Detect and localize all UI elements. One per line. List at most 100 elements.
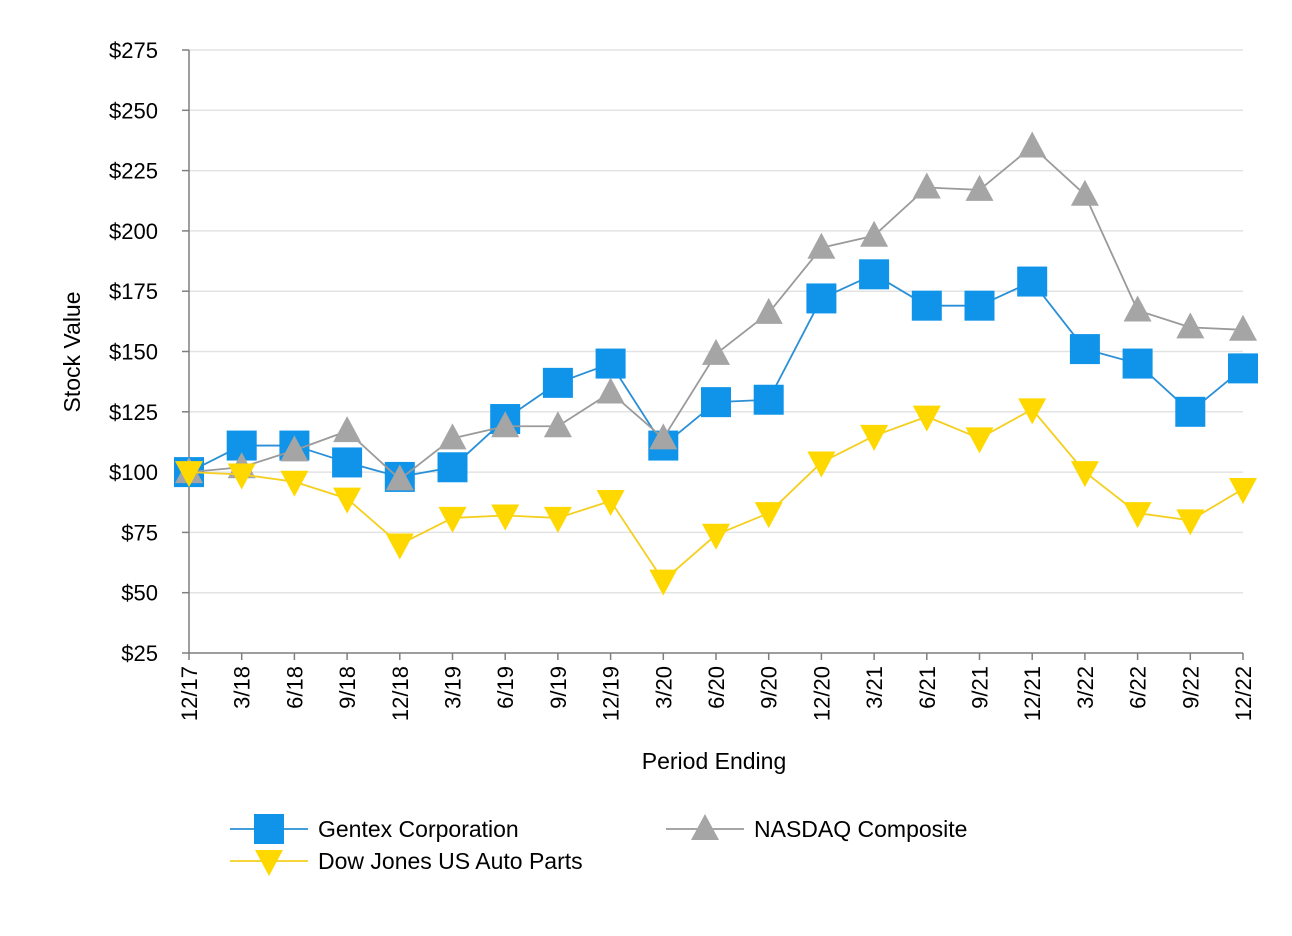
data-point-dow-jones-auto-parts: [702, 523, 730, 550]
y-tick-label: $150: [109, 340, 158, 365]
series-gentex: [174, 259, 1258, 492]
data-point-dow-jones-auto-parts: [649, 569, 678, 596]
data-point-dow-jones-auto-parts: [1176, 509, 1205, 536]
x-tick-label: 3/21: [862, 666, 887, 709]
x-tick-label: 6/22: [1126, 666, 1151, 709]
data-point-gentex: [859, 259, 890, 290]
series-dow-jones-auto-parts: [175, 398, 1257, 596]
data-point-nasdaq: [491, 411, 520, 438]
data-point-dow-jones-auto-parts: [1070, 461, 1099, 488]
y-tick-label: $200: [109, 219, 158, 244]
data-point-gentex: [595, 348, 626, 379]
x-tick-label: 12/17: [177, 666, 202, 721]
data-point-nasdaq: [702, 338, 730, 365]
legend-label: NASDAQ Composite: [754, 816, 967, 842]
series-group: [174, 131, 1258, 596]
data-point-dow-jones-auto-parts: [280, 470, 309, 497]
legend-label: Dow Jones US Auto Parts: [318, 848, 583, 874]
data-point-dow-jones-auto-parts: [965, 427, 994, 454]
x-tick-label: 6/20: [704, 666, 729, 709]
data-point-dow-jones-auto-parts: [227, 463, 256, 490]
legend-marker: [691, 814, 719, 840]
data-point-dow-jones-auto-parts: [491, 504, 520, 531]
data-point-dow-jones-auto-parts: [1123, 502, 1152, 529]
data-point-nasdaq: [1070, 179, 1099, 206]
x-tick-label: 9/22: [1178, 666, 1203, 709]
data-point-dow-jones-auto-parts: [596, 490, 625, 517]
x-tick-label: 3/18: [230, 666, 255, 709]
data-point-gentex: [332, 447, 363, 478]
legend-item-dow-jones-auto-parts: Dow Jones US Auto Parts: [230, 848, 583, 876]
x-tick-label: 12/19: [599, 666, 624, 721]
data-point-gentex: [1175, 396, 1206, 427]
x-tick-label: 9/20: [757, 666, 782, 709]
x-tick-label: 9/19: [546, 666, 571, 709]
data-point-dow-jones-auto-parts: [912, 405, 941, 432]
data-point-dow-jones-auto-parts: [860, 424, 889, 451]
x-axis-title: Period Ending: [642, 748, 787, 774]
y-tick-label: $275: [109, 38, 158, 63]
y-tick-label: $175: [109, 279, 158, 304]
data-point-gentex: [701, 387, 731, 418]
data-point-dow-jones-auto-parts: [438, 506, 467, 533]
y-tick-label: $250: [109, 98, 158, 123]
y-tick-label: $100: [109, 460, 158, 485]
data-point-nasdaq: [860, 220, 889, 247]
data-point-nasdaq: [649, 423, 678, 450]
data-point-gentex: [911, 290, 942, 321]
data-point-dow-jones-auto-parts: [175, 461, 203, 488]
data-point-nasdaq: [965, 174, 994, 201]
data-point-nasdaq: [438, 423, 467, 450]
y-tick-label: $50: [121, 581, 158, 606]
legend-marker: [254, 814, 284, 844]
data-point-nasdaq: [596, 377, 625, 404]
data-point-nasdaq: [280, 435, 309, 462]
legend-item-nasdaq: NASDAQ Composite: [666, 814, 967, 842]
y-tick-label: $75: [121, 520, 158, 545]
data-point-nasdaq: [1123, 295, 1152, 322]
x-tick-label: 12/21: [1020, 666, 1045, 721]
data-point-gentex: [806, 283, 837, 314]
data-point-gentex: [964, 290, 995, 321]
tick-labels: $25 $50 $75 $100 $125 $150 $175 $200 $225 $250 $27…: [109, 38, 1256, 721]
data-point-nasdaq: [754, 297, 783, 324]
data-point-gentex: [542, 367, 573, 398]
data-point-dow-jones-auto-parts: [385, 533, 414, 560]
y-tick-label: $25: [121, 641, 158, 666]
y-tick-label: $125: [109, 400, 158, 425]
x-tick-label: 3/20: [651, 666, 676, 709]
data-point-gentex: [1069, 334, 1100, 365]
x-tick-label: 6/21: [915, 666, 940, 709]
series-nasdaq: [175, 131, 1257, 491]
x-tick-label: 6/19: [493, 666, 518, 709]
data-point-nasdaq: [807, 232, 836, 259]
data-point-nasdaq: [1229, 314, 1257, 341]
y-tick-label: $225: [109, 159, 158, 184]
legend-item-gentex: Gentex Corporation: [230, 814, 519, 844]
data-point-dow-jones-auto-parts: [333, 487, 362, 514]
data-point-gentex: [753, 384, 784, 415]
data-point-dow-jones-auto-parts: [1229, 477, 1257, 504]
data-point-gentex: [1122, 348, 1153, 379]
y-axis-title: Stock Value: [59, 291, 85, 412]
data-point-nasdaq: [543, 411, 572, 438]
x-tick-label: 12/20: [809, 666, 834, 721]
data-point-gentex: [1017, 266, 1048, 297]
x-tick-label: 6/18: [282, 666, 307, 709]
data-point-dow-jones-auto-parts: [754, 502, 783, 529]
data-point-nasdaq: [1176, 312, 1205, 339]
series-line-gentex: [188, 273, 1244, 478]
legend-marker: [255, 850, 283, 876]
data-point-dow-jones-auto-parts: [543, 506, 572, 533]
x-tick-label: 9/18: [335, 666, 360, 709]
data-point-dow-jones-auto-parts: [1018, 398, 1047, 425]
data-point-nasdaq: [912, 172, 941, 199]
legend: Gentex Corporation NASDAQ Composite Dow Jo…: [230, 814, 967, 876]
x-tick-label: 9/21: [968, 666, 993, 709]
x-tick-label: 3/22: [1073, 666, 1098, 709]
data-point-nasdaq: [1018, 131, 1047, 158]
data-point-nasdaq: [385, 464, 414, 491]
x-tick-label: 12/22: [1231, 666, 1256, 721]
